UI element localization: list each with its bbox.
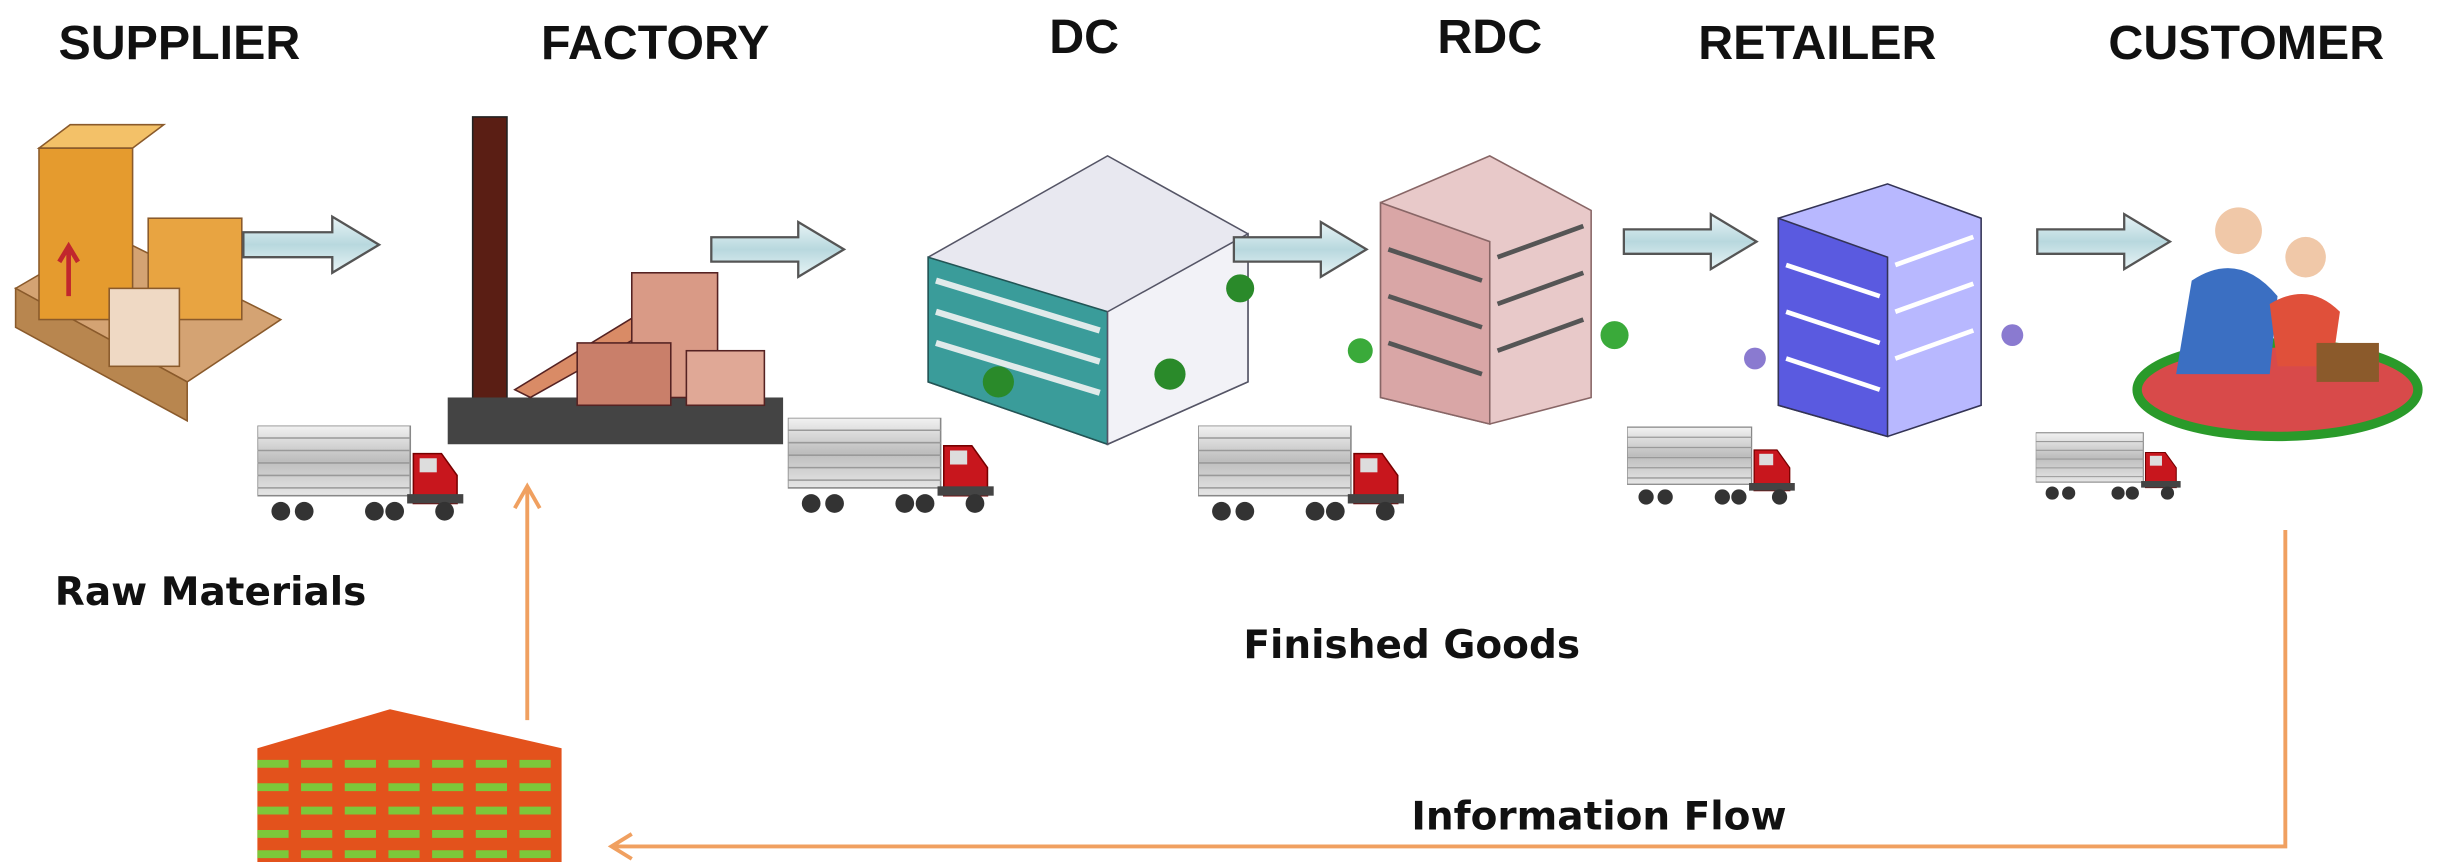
information-flow-label: Information Flow [1411, 794, 1786, 839]
stage-title: CUSTOMER [2108, 16, 2384, 70]
stage-title: RDC [1437, 10, 1542, 64]
retailer-building [1744, 184, 2023, 437]
truck [1627, 427, 1795, 504]
flow-arrow [711, 222, 844, 277]
stage-title: DC [1049, 10, 1119, 64]
stage-title: SUPPLIER [58, 16, 300, 70]
information-stack [257, 709, 561, 862]
finished-goods-label: Finished Goods [1243, 623, 1580, 668]
flow-arrow [2037, 214, 2170, 269]
raw-materials-label: Raw Materials [55, 570, 367, 615]
dc-building [928, 156, 1254, 444]
truck [788, 418, 994, 513]
truck [2036, 433, 2181, 500]
customer-icon [2137, 207, 2418, 436]
stage-title: RETAILER [1698, 16, 1936, 70]
factory-icon [448, 117, 783, 444]
supply-chain-diagram: SUPPLIER FACTORY DC RDC RETAILER CUSTOME… [0, 0, 2446, 862]
truck [257, 426, 463, 521]
truck [1198, 426, 1404, 521]
supplier-icon [16, 125, 281, 421]
flow-arrow [243, 217, 379, 273]
rdc-building [1348, 156, 1629, 424]
information-flow-line [515, 486, 2286, 859]
flow-arrow [1234, 222, 1367, 277]
stage-title: FACTORY [541, 16, 769, 70]
flow-arrow [1624, 214, 1757, 269]
